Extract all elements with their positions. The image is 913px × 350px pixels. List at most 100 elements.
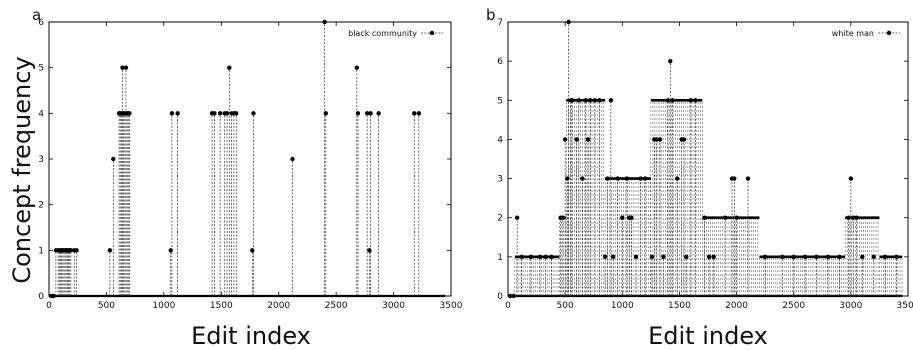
panel-a-data-point	[355, 111, 361, 116]
panel-a-data-point	[127, 111, 132, 116]
panel-a-data-point	[234, 111, 239, 116]
panel-a-letter: a	[32, 6, 41, 24]
panel-b-data-point	[702, 215, 707, 220]
panel-b-data-point	[780, 254, 785, 260]
panel-a-x-tick-label: 3500	[440, 301, 463, 311]
panel-b-y-tick-label: 4	[497, 135, 503, 145]
panel-b-y-tick-label: 0	[497, 292, 503, 302]
panel-a-data-point	[169, 111, 175, 116]
panel-b-data-point	[620, 215, 625, 220]
panel-a-y-tick-label: 4	[38, 109, 44, 119]
panel-b-y-tick-label: 3	[497, 175, 503, 185]
panel-a-y-tick-label: 5	[38, 64, 44, 74]
panel-b-data-point	[519, 254, 524, 260]
panel-b-data-point	[848, 176, 854, 181]
panel-a-data-point	[107, 248, 113, 253]
panel-b-data-point	[610, 254, 616, 260]
panel-a-data-point	[224, 111, 230, 116]
panel-b-legend-marker	[886, 30, 892, 36]
panel-b-data-point	[566, 19, 571, 25]
panel-b-data-point	[850, 215, 856, 220]
panel-b-data-point	[549, 254, 554, 260]
panel-b: b Edit index 0 500 1000 1500 2000 2500 3000 350…	[486, 6, 913, 350]
panel-a-x-tick-label: 1500	[210, 301, 233, 311]
panel-a: a Concept frequency Edit index 0 500 1000 1…	[8, 6, 463, 350]
panel-b-y-tick-label: 5	[497, 96, 503, 106]
panel-b-data-point	[894, 254, 899, 260]
panel-b-data-point	[688, 98, 694, 103]
panel-b-data-point	[605, 176, 610, 181]
panel-b-data-point	[693, 98, 698, 103]
panel-a-data-point	[364, 111, 370, 116]
panel-b-data-point	[681, 137, 687, 142]
panel-a-data-point	[175, 111, 180, 116]
panel-b-data-point	[825, 254, 831, 260]
panel-b-data-point	[585, 137, 591, 142]
panel-b-x-tick-label: 1000	[611, 301, 634, 311]
panel-b-data-point	[629, 215, 634, 220]
panel-b-data-point	[654, 137, 659, 142]
panel-b-data-point	[543, 254, 548, 260]
panel-a-data-point	[74, 248, 79, 253]
panel-a-x-tick-label: 0	[46, 301, 52, 311]
panel-a-data-point	[290, 156, 295, 162]
panel-b-data-point	[722, 215, 728, 220]
panel-a-y-tick-label: 2	[38, 201, 44, 211]
panel-b-data-point	[871, 254, 876, 260]
panel-b-data-point	[508, 293, 513, 299]
panel-a-data-point	[217, 111, 223, 116]
panel-b-data-point	[588, 98, 593, 103]
panel-b-data-point	[592, 98, 598, 103]
panel-b-data-point	[608, 98, 614, 103]
panel-b-data-point	[602, 254, 608, 260]
panel-b-data-point	[565, 176, 570, 181]
panel-a-y-tick-label: 1	[38, 246, 44, 256]
panel-b-y-tick-label: 6	[497, 57, 503, 67]
panel-b-data-point	[668, 58, 673, 64]
panel-b-data-point	[846, 215, 851, 220]
panel-b-data-point	[528, 254, 534, 260]
panel-b-y-tick-label: 7	[497, 18, 503, 28]
panel-b-data-point	[562, 137, 568, 142]
panel-a-x-tick-label: 2500	[325, 301, 348, 311]
panel-b-x-tick-label: 2500	[782, 301, 805, 311]
panel-b-data-point	[661, 254, 666, 260]
panel-b-plot: 0 500 1000 1500 2000 2500 3000 3500 0 1 2 3 4 5 6 7 whit…	[497, 18, 913, 311]
panel-b-data-point	[674, 176, 680, 181]
panel-a-data-point	[251, 111, 256, 116]
panel-b-data-point	[745, 176, 751, 181]
panel-b-data-point	[511, 293, 516, 299]
panel-a-frame	[48, 21, 452, 297]
panel-b-data-point	[649, 254, 655, 260]
panel-a-data-point	[123, 65, 129, 70]
panel-b-x-tick-label: 2000	[725, 301, 748, 311]
panel-b-data-point	[574, 137, 579, 142]
panel-b-data-point	[837, 254, 842, 260]
panel-a-x-tick-label: 3000	[382, 301, 405, 311]
panel-a-data-point	[51, 293, 56, 299]
panel-b-x-tick-label: 500	[557, 301, 574, 311]
panel-b-y-tick-label: 1	[497, 253, 503, 263]
panel-b-data-point	[734, 215, 739, 220]
panel-b-data-point	[657, 137, 663, 142]
panel-b-data-point	[802, 254, 808, 260]
panel-b-data-point	[597, 98, 602, 103]
panel-a-data-point	[111, 156, 116, 162]
panel-a-x-tick-label: 500	[98, 301, 115, 311]
panel-b-data-point	[615, 176, 620, 181]
panel-b-legend-label: white man	[832, 29, 874, 38]
panel-a-plot: 0 500 1000 1500 2000 2500 3000 3500 0 1 2 3 4 5 6 black…	[38, 18, 462, 311]
panel-b-data-point	[854, 215, 859, 220]
panel-a-data-point	[68, 248, 74, 253]
panel-b-data-point	[514, 215, 520, 220]
panel-a-data-point	[416, 111, 422, 116]
panel-a-data-point	[376, 111, 381, 116]
panel-b-data-point	[882, 254, 888, 260]
panel-a-data-point	[212, 111, 217, 116]
panel-a-data-point	[368, 111, 373, 116]
panel-b-x-tick-label: 1500	[668, 301, 691, 311]
panel-b-data-point	[633, 254, 639, 260]
panel-a-legend-marker	[429, 30, 435, 36]
panel-a-data-point	[250, 248, 255, 253]
panel-a-data-point	[120, 65, 125, 70]
